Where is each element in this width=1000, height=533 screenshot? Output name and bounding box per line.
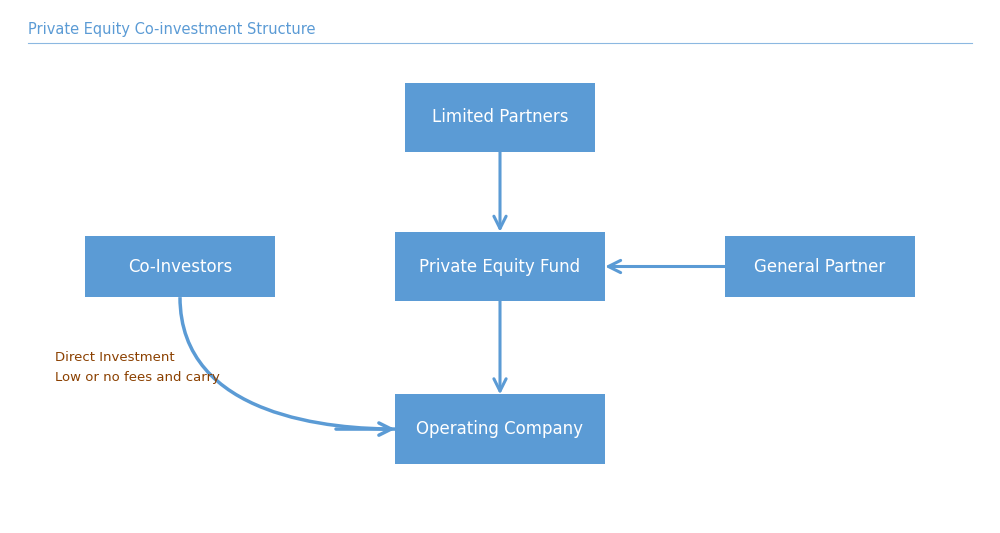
FancyBboxPatch shape (725, 236, 915, 297)
Text: Private Equity Co-investment Structure: Private Equity Co-investment Structure (28, 22, 316, 37)
FancyBboxPatch shape (395, 232, 605, 301)
Text: General Partner: General Partner (754, 257, 886, 276)
Text: Direct Investment
Low or no fees and carry: Direct Investment Low or no fees and car… (55, 351, 220, 384)
FancyBboxPatch shape (395, 394, 605, 464)
FancyBboxPatch shape (85, 236, 275, 297)
Text: Co-Investors: Co-Investors (128, 257, 232, 276)
Text: Private Equity Fund: Private Equity Fund (419, 257, 581, 276)
Text: Operating Company: Operating Company (416, 420, 584, 438)
FancyBboxPatch shape (405, 83, 595, 152)
Text: Limited Partners: Limited Partners (432, 108, 568, 126)
